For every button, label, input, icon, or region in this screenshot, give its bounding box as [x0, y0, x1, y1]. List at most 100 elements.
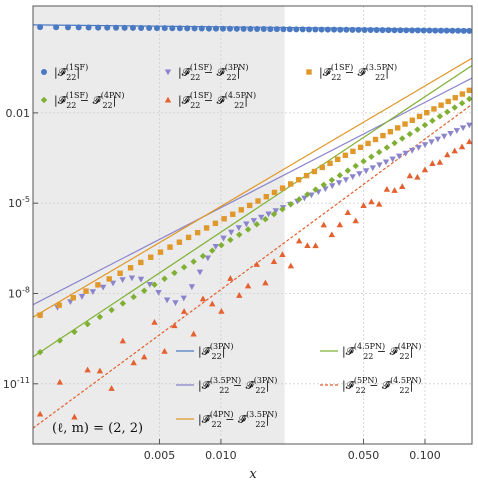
marker-s5	[119, 337, 127, 344]
marker-s1	[233, 25, 240, 32]
marker-s2	[335, 180, 343, 187]
marker-s3	[138, 259, 144, 266]
plot-frame	[32, 5, 473, 445]
marker-s3	[431, 106, 437, 112]
marker-s2	[402, 150, 409, 157]
marker-s2	[155, 289, 162, 296]
marker-s2	[395, 153, 403, 160]
shaded-region	[33, 6, 285, 444]
marker-s2	[204, 255, 212, 262]
marker-s3	[380, 132, 386, 139]
marker-s1	[460, 27, 467, 34]
marker-s1	[367, 26, 374, 33]
marker-s2	[89, 289, 97, 296]
y-tick-label: 10-5	[8, 195, 30, 210]
marker-s4	[304, 191, 311, 198]
marker-s1	[293, 26, 300, 33]
marker-s5	[161, 348, 168, 354]
line-l5	[33, 103, 472, 429]
marker-s2	[137, 276, 145, 283]
marker-s2	[389, 156, 396, 163]
legend-item-l1: |𝓕̂(3PN) 22|	[176, 342, 234, 361]
legend-item-l3: |𝓕̂(4PN) 22 − 𝓕̂(3.5PN) 22|	[176, 410, 277, 429]
marker-s5	[406, 172, 414, 179]
marker-s5	[151, 319, 158, 325]
marker-s4	[84, 320, 91, 328]
marker-s3	[255, 198, 261, 204]
marker-s4	[312, 186, 319, 193]
marker-s5	[279, 251, 286, 258]
marker-s3	[83, 288, 89, 294]
marker-s4	[287, 201, 295, 208]
marker-s3	[395, 125, 401, 131]
marker-s4	[262, 216, 269, 223]
marker-s4	[119, 300, 127, 307]
axis-ticks: 0.005 0.010 0.050 0.100 0.01 10-5 10-8 10-11	[3, 107, 441, 462]
marker-s1	[85, 24, 92, 31]
marker-s5	[429, 160, 436, 166]
marker-s2	[220, 235, 227, 242]
marker-s5	[236, 292, 243, 298]
marker-s2	[212, 244, 219, 250]
marker-s1	[403, 27, 410, 34]
marker-s1	[373, 27, 380, 34]
legend-item-l2: |𝓕̂(3.5PN) 22 − 𝓕̂(3PN) 22|	[176, 376, 277, 395]
marker-s1	[420, 27, 427, 34]
marker-s1	[161, 25, 168, 32]
marker-s1	[184, 25, 191, 32]
marker-s5	[262, 279, 269, 286]
marker-s1	[414, 27, 421, 34]
marker-s3	[157, 249, 164, 255]
marker-s1	[331, 26, 338, 33]
marker-s4	[190, 258, 197, 265]
legend-label: |𝓕̂(3PN) 22|	[198, 342, 234, 361]
marker-s4	[466, 95, 472, 103]
marker-s5	[451, 147, 458, 154]
marker-s5	[227, 275, 234, 281]
marker-s3	[279, 185, 286, 191]
marker-s2	[78, 294, 86, 300]
marker-s5	[108, 385, 115, 391]
marker-s1	[273, 26, 280, 33]
marker-s2	[146, 281, 154, 288]
marker-s5	[414, 173, 421, 180]
marker-s4	[141, 287, 148, 294]
marker-s2	[408, 147, 416, 154]
marker-s5	[270, 258, 278, 265]
legend-item-l4: |𝓕̂(4.5PN) 22 − 𝓕̂(4PN) 22|	[320, 342, 421, 361]
marker-s4	[383, 144, 391, 151]
legend-label: |𝓕̂(4PN) 22 − 𝓕̂(3.5PN) 22|	[198, 410, 277, 429]
series-s4	[36, 95, 472, 356]
marker-s5	[71, 413, 78, 420]
marker-s3	[342, 152, 349, 158]
legend-marker-s5	[164, 96, 172, 103]
marker-s2	[243, 221, 250, 228]
marker-s1	[198, 25, 205, 32]
marker-s4	[209, 247, 216, 254]
plot-border	[32, 5, 473, 445]
marker-s4	[320, 181, 327, 189]
marker-s1	[169, 25, 176, 32]
marker-s5	[436, 158, 444, 165]
marker-s3	[203, 225, 210, 231]
line-l3	[33, 57, 472, 318]
marker-s1	[286, 26, 293, 33]
marker-s3	[263, 193, 269, 200]
marker-s1	[240, 25, 247, 32]
marker-s4	[130, 293, 137, 301]
marker-s2	[235, 225, 242, 232]
data-markers	[36, 24, 472, 420]
marker-s2	[415, 145, 422, 151]
marker-s5	[287, 262, 295, 269]
marker-s3	[466, 87, 472, 94]
marker-s3	[387, 129, 394, 135]
marker-s3	[230, 211, 236, 217]
legend-label: |𝓕̂(1SF) 22 − 𝓕̂(4.5PN) 22|	[178, 91, 256, 110]
marker-s1	[95, 24, 102, 31]
series-s5	[36, 138, 472, 420]
marker-s5	[171, 322, 178, 329]
x-tick-label: 0.050	[348, 449, 380, 462]
marker-s1	[355, 26, 362, 33]
grid	[33, 6, 472, 444]
line-l4	[33, 64, 472, 358]
